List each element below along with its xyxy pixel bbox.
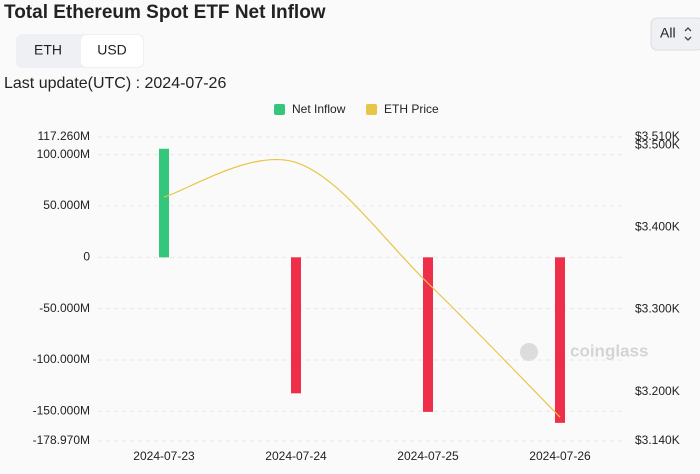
y-tick-label: -50.000M xyxy=(39,301,90,315)
y-tick-label: -150.000M xyxy=(33,403,90,417)
y2-tick-label: $3.140K xyxy=(635,433,680,447)
y2-tick-label: $3.510K xyxy=(635,129,680,143)
line xyxy=(163,158,561,418)
legend-swatch xyxy=(366,104,377,115)
y2-tick-label: $3.200K xyxy=(635,384,680,398)
title: Total Ethereum Spot ETF Net Inflow xyxy=(4,2,326,23)
legend-swatch xyxy=(274,104,285,115)
x-tick-label: 2024-07-23 xyxy=(133,449,195,463)
bar xyxy=(291,257,301,394)
range-select[interactable] xyxy=(650,17,700,51)
y2-tick-label: $3.500K xyxy=(635,137,680,151)
x-tick-label: 2024-07-25 xyxy=(397,449,459,463)
x-tick-label: 2024-07-24 xyxy=(265,449,327,463)
toggle-eth[interactable]: ETH xyxy=(34,42,62,58)
watermark: coinglass xyxy=(570,341,648,360)
bar xyxy=(555,257,565,423)
chevron xyxy=(684,27,692,41)
y2-tick-label: $3.400K xyxy=(635,220,680,234)
y-tick-label: -178.970M xyxy=(33,433,90,447)
x-tick-label: 2024-07-26 xyxy=(529,449,591,463)
bar xyxy=(423,257,433,412)
last-update: Last update(UTC) : 2024-07-26 xyxy=(4,75,226,92)
legend-label: ETH Price xyxy=(384,102,439,116)
y-tick-label: 0 xyxy=(83,250,90,264)
toggle-usd[interactable]: USD xyxy=(97,42,127,58)
range-label[interactable]: All xyxy=(660,25,676,41)
y-tick-label: 50.000M xyxy=(43,198,90,212)
watermark-logo xyxy=(520,343,538,361)
bar xyxy=(159,148,169,258)
y-tick-label: -100.000M xyxy=(33,352,90,366)
y2-tick-label: $3.300K xyxy=(635,302,680,316)
y-tick-label: 117.260M xyxy=(38,129,90,143)
y-tick-label: 100.000M xyxy=(37,147,90,161)
legend-label: Net Inflow xyxy=(292,102,346,116)
toggle-active xyxy=(81,35,143,67)
